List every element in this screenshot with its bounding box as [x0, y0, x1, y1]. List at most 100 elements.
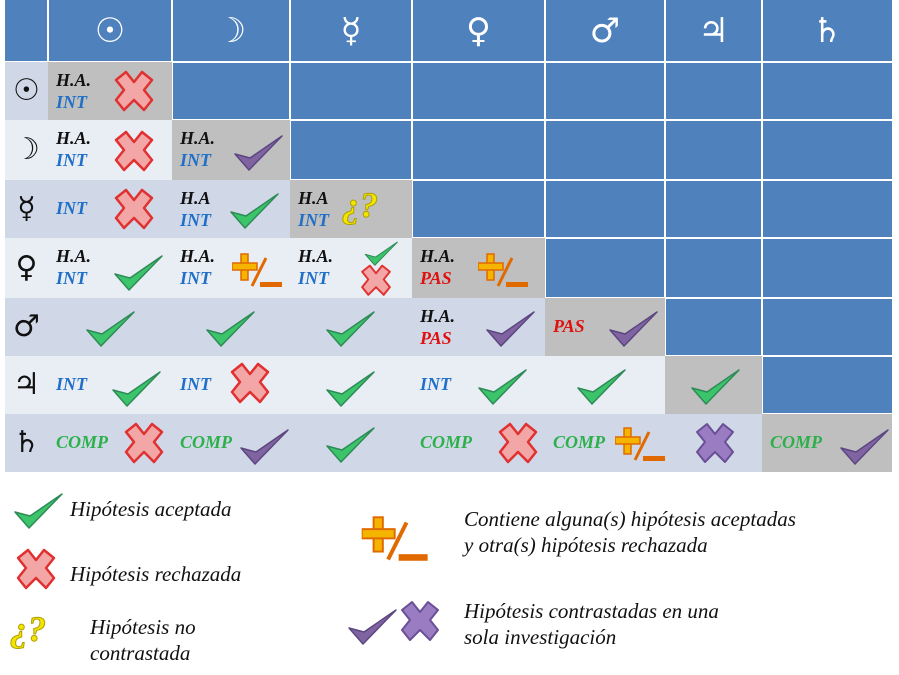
rejected-icon	[118, 422, 170, 466]
label: H.A	[298, 188, 329, 208]
accepted-icon	[324, 422, 376, 466]
legend-line: Hipótesis no	[90, 615, 196, 639]
column-header: ♂	[589, 11, 621, 51]
row-header-bg	[5, 180, 48, 238]
cell-text: H.A INT	[298, 187, 329, 231]
legend-line: sola investigación	[464, 625, 617, 649]
row-header-bg	[5, 62, 48, 120]
label: H.A.	[56, 246, 92, 266]
row-header: ☿	[17, 191, 36, 226]
rejected-icon	[224, 362, 276, 406]
cell: H.A. INT	[48, 120, 172, 180]
cell: INT	[172, 356, 290, 414]
label: COMP	[56, 432, 109, 452]
label: COMP	[180, 432, 233, 452]
label: INT	[180, 268, 211, 288]
label: H.A.	[298, 246, 334, 266]
grid-line	[411, 0, 413, 472]
single-accepted-icon	[238, 424, 290, 468]
label: INT	[180, 150, 211, 170]
label: INT	[56, 374, 87, 394]
cell: COMP	[545, 414, 665, 472]
cell: H.A. PAS	[412, 238, 545, 298]
column-header: ☿	[340, 11, 362, 51]
label: H.A.	[420, 306, 456, 326]
label: COMP	[420, 432, 473, 452]
mixed-icon	[232, 250, 284, 294]
cell-text: H.A. PAS	[420, 245, 455, 289]
accepted-icon	[575, 364, 627, 408]
legend-line: contrastada	[90, 641, 191, 665]
label: COMP	[770, 432, 823, 452]
cell: COMP	[412, 414, 545, 472]
cell: H.A. INT	[48, 238, 172, 298]
accepted-icon	[228, 188, 280, 232]
grid-line	[5, 179, 892, 181]
single-accepted-icon	[232, 130, 284, 174]
legend-line: Hipótesis contrastadas en una	[464, 599, 719, 623]
cell	[545, 356, 665, 414]
label: H.A.	[56, 128, 92, 148]
row-header-bg	[5, 414, 48, 472]
cell-text: INT	[56, 197, 87, 219]
cell: INT	[48, 356, 172, 414]
cell: INT	[412, 356, 545, 414]
label: PAS	[553, 316, 585, 336]
label: INT	[298, 210, 329, 230]
accepted-icon	[204, 306, 256, 350]
cell: H.A. INT	[290, 238, 412, 298]
cell-text: H.A. INT	[298, 245, 333, 289]
row-header: ☉	[13, 73, 40, 108]
cell-text: H.A. PAS	[420, 305, 455, 349]
label: INT	[56, 150, 87, 170]
accepted-icon	[476, 364, 528, 408]
grid-line	[544, 0, 546, 472]
single-rejected-icon	[394, 600, 446, 644]
cell: H.A. INT	[172, 238, 290, 298]
cell: COMP	[762, 414, 892, 472]
rejected-icon	[10, 548, 62, 592]
legend-label: Hipótesis rechazada	[70, 562, 242, 586]
label: H.A.	[180, 246, 216, 266]
cell	[48, 298, 172, 356]
legend-label: Hipótesis contrastadas en una sola invest…	[464, 598, 719, 650]
cell	[290, 414, 412, 472]
row-header-bg	[5, 298, 48, 356]
cell-text: COMP	[770, 431, 822, 453]
label: INT	[420, 374, 451, 394]
grid-line	[664, 0, 666, 472]
legend-line: y otra(s) hipótesis rechazada	[464, 533, 708, 557]
cell	[172, 298, 290, 356]
cell: H.A. INT	[172, 120, 290, 180]
single-rejected-icon	[689, 422, 741, 466]
cell-text: COMP	[420, 431, 472, 453]
accepted-icon	[84, 306, 136, 350]
cell-text: INT	[420, 373, 451, 395]
cell: H.A INT ¿?	[290, 180, 412, 238]
cell-text: H.A INT	[180, 187, 211, 231]
label: PAS	[420, 268, 452, 288]
grid-line	[5, 61, 892, 63]
untested-icon: ¿?	[10, 609, 47, 650]
legend-label: Hipótesis no contrastada	[90, 614, 196, 666]
label: H.A.	[180, 128, 216, 148]
cell	[290, 356, 412, 414]
label: COMP	[553, 432, 606, 452]
label: INT	[56, 92, 87, 112]
cell: COMP	[172, 414, 290, 472]
accepted-icon	[689, 364, 741, 408]
cell: H.A. INT	[48, 62, 172, 120]
single-accepted-icon	[484, 306, 536, 350]
label: INT	[298, 268, 329, 288]
rejected-icon	[356, 264, 396, 298]
untested-icon: ¿?	[342, 185, 379, 226]
row-header-bg	[5, 238, 48, 298]
cell-text: H.A. INT	[180, 245, 215, 289]
legend-label: Contiene alguna(s) hipótesis aceptadas y …	[464, 506, 796, 558]
label: INT	[56, 198, 87, 218]
cell-text: H.A. INT	[56, 127, 91, 171]
cell: PAS	[545, 298, 665, 356]
label: H.A.	[420, 246, 456, 266]
row-header-bg	[5, 356, 48, 414]
